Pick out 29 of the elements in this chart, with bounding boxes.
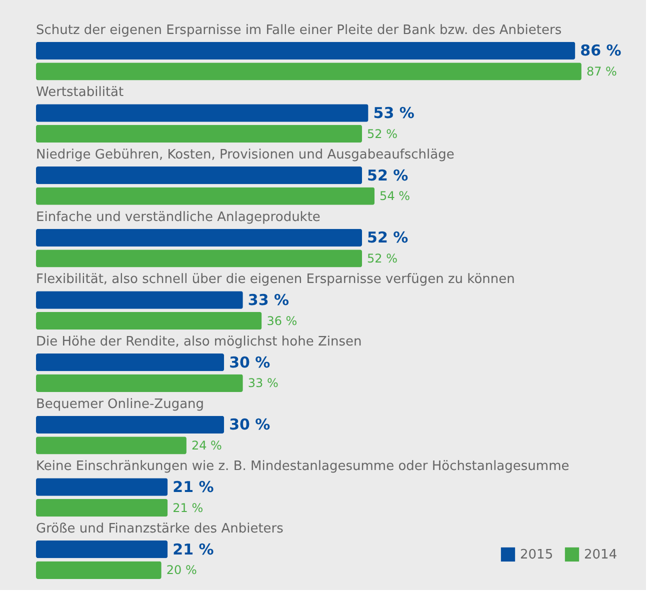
legend-label: 2014 bbox=[584, 547, 618, 562]
y-tick-label: Schutz der eigenen Ersparnisse im Falle einer Pleite der Bank bzw. des Anbieters bbox=[36, 22, 562, 38]
data-label: 52 % bbox=[367, 228, 408, 247]
data-label: 24 % bbox=[191, 438, 222, 452]
y-tick-label: Die Höhe der Rendite, also möglichst hohe Zinsen bbox=[36, 334, 362, 350]
data-label: 54 % bbox=[380, 189, 410, 204]
data-label: 21 % bbox=[172, 478, 214, 496]
y-tick-label: Flexibilität, also schnell über die eigenen Ersparnisse verfügen zu können bbox=[36, 272, 515, 288]
data-label: 86 % bbox=[580, 42, 622, 60]
y-tick-label: Niedrige Gebühren, Kosten, Provisionen und Ausgabeaufschläge bbox=[36, 148, 454, 163]
data-label: 30 % bbox=[229, 353, 270, 372]
y-tick-label: Größe und Finanzstärke des Anbieters bbox=[36, 522, 284, 537]
data-label: 36 % bbox=[266, 314, 298, 328]
legend-label: 2015 bbox=[520, 547, 554, 562]
data-label: 21 % bbox=[172, 540, 214, 558]
data-label: 33 % bbox=[248, 376, 278, 390]
data-label: 87 % bbox=[586, 64, 617, 78]
data-label: 53 % bbox=[373, 104, 414, 122]
data-label: 52 % bbox=[367, 126, 398, 141]
y-tick-label: Einfache und verständliche Anlageprodukte bbox=[36, 210, 320, 225]
y-tick-label: Keine Einschränkungen wie z. B. Mindestanlagesumme oder Höchstanlagesumme bbox=[36, 459, 570, 474]
data-label: 33 % bbox=[248, 291, 290, 309]
data-label: 52 % bbox=[367, 166, 408, 184]
data-label: 30 % bbox=[229, 416, 270, 434]
data-label: 52 % bbox=[367, 251, 398, 266]
data-label: 21 % bbox=[172, 500, 204, 515]
y-tick-label: Wertstabilität bbox=[36, 85, 124, 100]
data-label: 20 % bbox=[166, 563, 197, 578]
y-tick-label: Bequemer Online-Zugang bbox=[36, 396, 204, 412]
